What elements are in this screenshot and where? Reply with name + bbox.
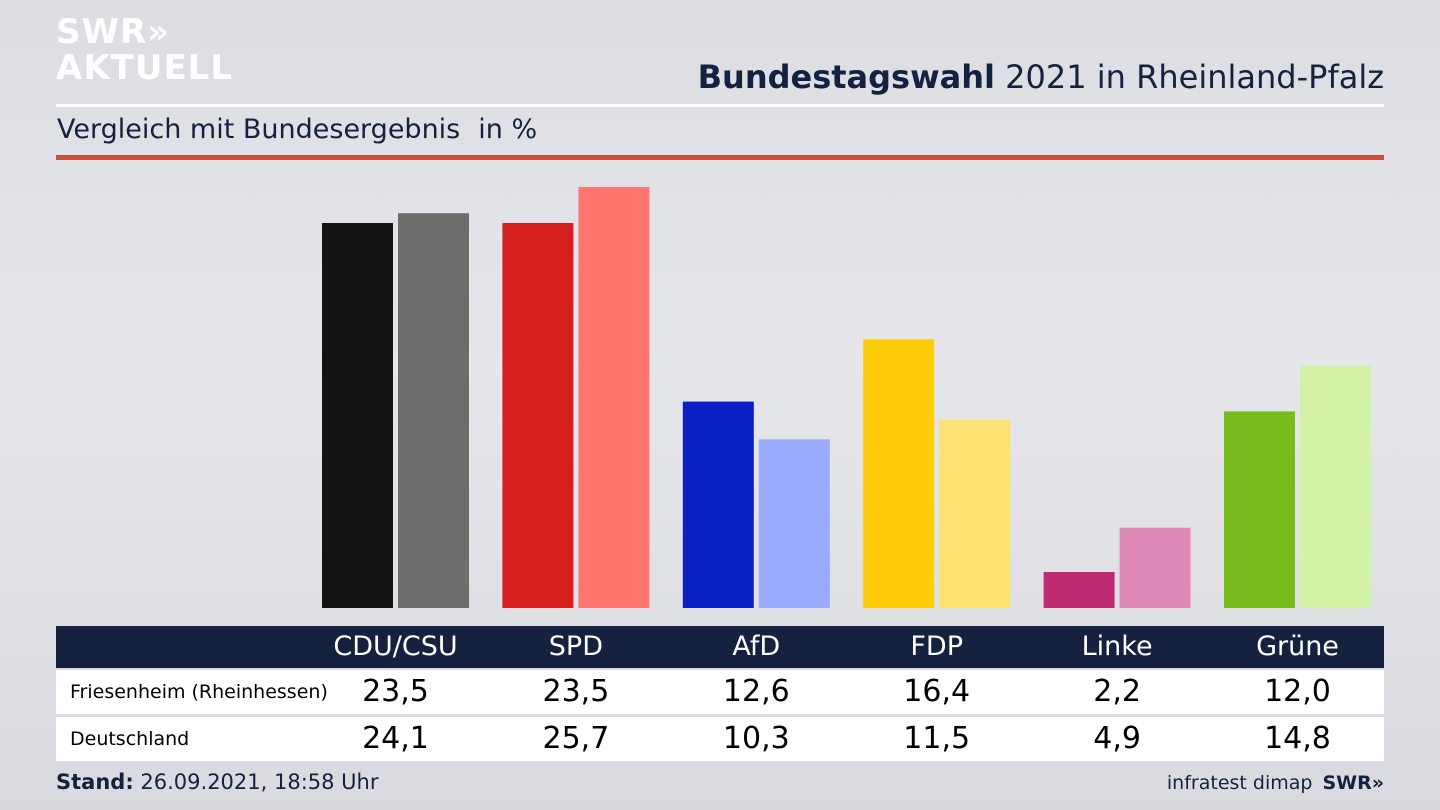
value-cell-gr-ne-series-2: 14,8 xyxy=(1264,721,1331,756)
column-header-fdp: FDP xyxy=(910,631,963,662)
stand-value: 26.09.2021, 18:58 Uhr xyxy=(133,770,379,794)
column-header-afd: AfD xyxy=(732,631,781,662)
value-cell-spd-series-2: 25,7 xyxy=(542,721,610,756)
bar-gr-ne-series-1 xyxy=(1224,411,1295,608)
subtitle-text: Vergleich mit Bundesergebnis xyxy=(57,114,461,145)
column-header-gr-ne: Grüne xyxy=(1256,631,1339,662)
logo-line-1: SWR» xyxy=(56,12,171,52)
title-divider xyxy=(56,104,1384,107)
bar-linke-series-2 xyxy=(1119,527,1191,608)
bar-fdp-series-2 xyxy=(939,419,1011,608)
value-cell-spd-series-1: 23,5 xyxy=(542,674,610,709)
bar-spd-series-1 xyxy=(502,223,574,608)
title-rest: 2021 in Rheinland-Pfalz xyxy=(995,58,1384,96)
bar-fdp-series-1 xyxy=(863,339,935,608)
bar-gr-ne-series-2 xyxy=(1300,365,1371,608)
logo-line-2: AKTUELL xyxy=(56,48,234,88)
value-cell-linke-series-2: 4,9 xyxy=(1093,721,1141,756)
value-cell-fdp-series-2: 11,5 xyxy=(903,721,971,756)
swr-aktuell-logo: SWR» AKTUELL xyxy=(56,14,233,86)
title-bold: Bundestagswahl xyxy=(697,58,995,96)
table-header-row: CDU/CSU SPD AfD FDP Linke Grüne xyxy=(56,626,1384,668)
chart-subtitle: Vergleich mit Bundesergebnis in % xyxy=(57,114,537,145)
row-label-local: Friesenheim (Rheinhessen) xyxy=(70,681,328,703)
row-label-national: Deutschland xyxy=(70,728,190,750)
bar-cdu-csu-series-2 xyxy=(398,213,469,608)
bar-spd-series-2 xyxy=(578,187,650,608)
table-row-local: Friesenheim (Rheinhessen) 23,5 23,5 12,6 16… xyxy=(56,670,1384,714)
column-header-cdu-csu: CDU/CSU xyxy=(333,631,458,662)
value-cell-afd-series-2: 10,3 xyxy=(722,721,790,756)
bar-afd-series-2 xyxy=(758,439,830,608)
subtitle-divider xyxy=(56,155,1384,160)
value-cell-afd-series-1: 12,6 xyxy=(722,674,790,709)
timestamp: Stand: 26.09.2021, 18:58 Uhr xyxy=(56,770,379,794)
value-cell-fdp-series-1: 16,4 xyxy=(903,674,971,709)
bar-cdu-csu-series-1 xyxy=(322,223,393,608)
value-cell-gr-ne-series-1: 12,0 xyxy=(1264,674,1331,709)
source-text: infratest dimap xyxy=(1166,772,1313,794)
table-row-national: Deutschland 24,1 25,7 10,3 11,5 4,9 14,8 xyxy=(56,717,1384,761)
value-cell-linke-series-1: 2,2 xyxy=(1093,674,1141,709)
bar-linke-series-1 xyxy=(1043,572,1115,608)
swr-footer-logo: SWR» xyxy=(1322,772,1384,794)
stand-label: Stand: xyxy=(56,770,134,794)
value-cell-cdu-csu-series-2: 24,1 xyxy=(362,721,429,756)
column-header-spd: SPD xyxy=(548,631,603,662)
value-cell-cdu-csu-series-1: 23,5 xyxy=(362,674,429,709)
column-header-linke: Linke xyxy=(1081,631,1153,662)
page-title: Bundestagswahl 2021 in Rheinland-Pfalz xyxy=(698,58,1384,96)
bar-afd-series-1 xyxy=(682,401,754,608)
unit-label: in % xyxy=(478,114,538,145)
source-credit: infratest dimap SWR» xyxy=(1167,772,1384,794)
